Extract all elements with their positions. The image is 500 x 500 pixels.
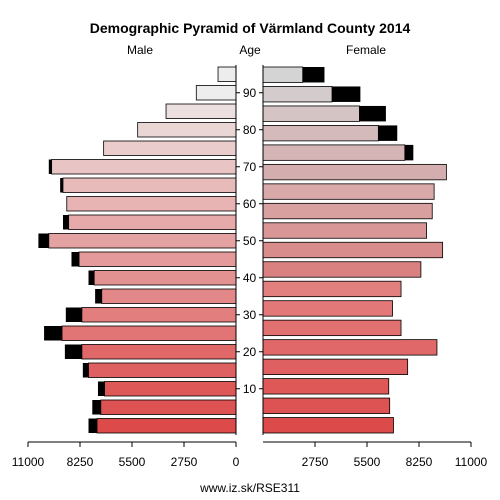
male-excess-bar xyxy=(88,418,98,433)
x-tick-label: 5500 xyxy=(354,455,381,469)
male-bar xyxy=(61,325,237,341)
female-excess-bar xyxy=(359,105,386,122)
female-bar xyxy=(262,202,433,220)
female-bar xyxy=(262,261,422,278)
male-bar xyxy=(101,288,237,304)
female-bar xyxy=(262,241,444,259)
male-excess-bar xyxy=(38,233,49,248)
y-tick-label: 10 xyxy=(243,382,257,396)
male-bar xyxy=(137,122,237,138)
x-tick-label: 0 xyxy=(233,455,240,469)
male-excess-bar xyxy=(48,159,52,174)
male-bar xyxy=(100,399,237,415)
male-bar xyxy=(165,103,237,119)
x-tick-label: 2750 xyxy=(171,455,198,469)
male-bar xyxy=(48,233,237,249)
male-label: Male xyxy=(127,43,153,57)
axes-group: 10 20 30 40 50 60 70 80 90 11000 8250 5500 2750 0 2750… xyxy=(12,65,488,469)
footer-url: www.iz.sk/RSE311 xyxy=(199,481,300,495)
y-tick-label: 90 xyxy=(243,86,257,100)
male-excess-bar xyxy=(95,289,102,304)
male-excess-bar xyxy=(64,344,82,359)
male-bar xyxy=(78,251,237,267)
female-bar xyxy=(262,358,409,375)
female-excess-bar xyxy=(302,67,325,83)
male-bar xyxy=(104,381,237,397)
y-tick-label: 70 xyxy=(243,160,257,174)
x-tick-label: 8250 xyxy=(67,455,94,469)
female-bar xyxy=(262,222,427,239)
female-excess-bar xyxy=(404,144,414,161)
male-excess-bar xyxy=(62,215,69,230)
male-excess-bar xyxy=(82,363,89,378)
x-tick-label: 11000 xyxy=(455,455,488,469)
female-bar xyxy=(262,397,391,414)
female-label: Female xyxy=(346,43,386,57)
male-bar xyxy=(103,140,237,156)
male-excess-bar xyxy=(97,381,105,396)
female-bar xyxy=(262,125,379,142)
x-tick-label: 2750 xyxy=(302,455,329,469)
male-bar xyxy=(217,66,237,82)
y-tick-label: 80 xyxy=(243,123,257,137)
male-bar xyxy=(81,344,237,360)
female-bar xyxy=(262,163,447,181)
male-bar xyxy=(88,362,237,378)
male-excess-bar xyxy=(92,400,101,415)
male-excess-bar xyxy=(71,252,80,267)
female-bar xyxy=(262,86,333,103)
male-bar xyxy=(195,85,237,101)
female-bar xyxy=(262,378,390,395)
female-bar xyxy=(262,319,402,337)
female-bar xyxy=(262,144,406,161)
male-excess-bar xyxy=(60,178,63,193)
male-excess-bar xyxy=(88,270,95,285)
male-bar xyxy=(93,270,237,286)
female-bar xyxy=(262,339,438,356)
male-bar xyxy=(51,159,237,175)
female-bar xyxy=(262,66,304,83)
chart-title: Demographic Pyramid of Värmland County 2… xyxy=(90,20,411,36)
male-bar xyxy=(62,177,237,193)
age-label: Age xyxy=(239,43,261,57)
y-tick-label: 40 xyxy=(243,271,257,285)
female-excess-bar xyxy=(378,125,398,141)
x-tick-label: 8250 xyxy=(406,455,433,469)
male-bar xyxy=(68,214,237,230)
female-bar xyxy=(262,417,394,434)
male-bar xyxy=(81,307,237,323)
male-excess-bar xyxy=(44,326,63,341)
female-bar xyxy=(262,105,360,122)
male-bar xyxy=(96,418,237,434)
male-excess-bar xyxy=(65,307,82,322)
female-bar xyxy=(262,183,435,200)
y-tick-label: 60 xyxy=(243,197,257,211)
bars-group xyxy=(38,66,447,434)
y-tick-label: 20 xyxy=(243,345,257,359)
x-tick-label: 5500 xyxy=(119,455,146,469)
female-bar xyxy=(262,280,402,298)
male-bar xyxy=(66,196,237,212)
x-tick-label: 11000 xyxy=(12,455,45,469)
female-bar xyxy=(262,300,393,317)
female-excess-bar xyxy=(332,86,361,102)
y-tick-label: 30 xyxy=(243,308,257,322)
y-tick-label: 50 xyxy=(243,234,257,248)
